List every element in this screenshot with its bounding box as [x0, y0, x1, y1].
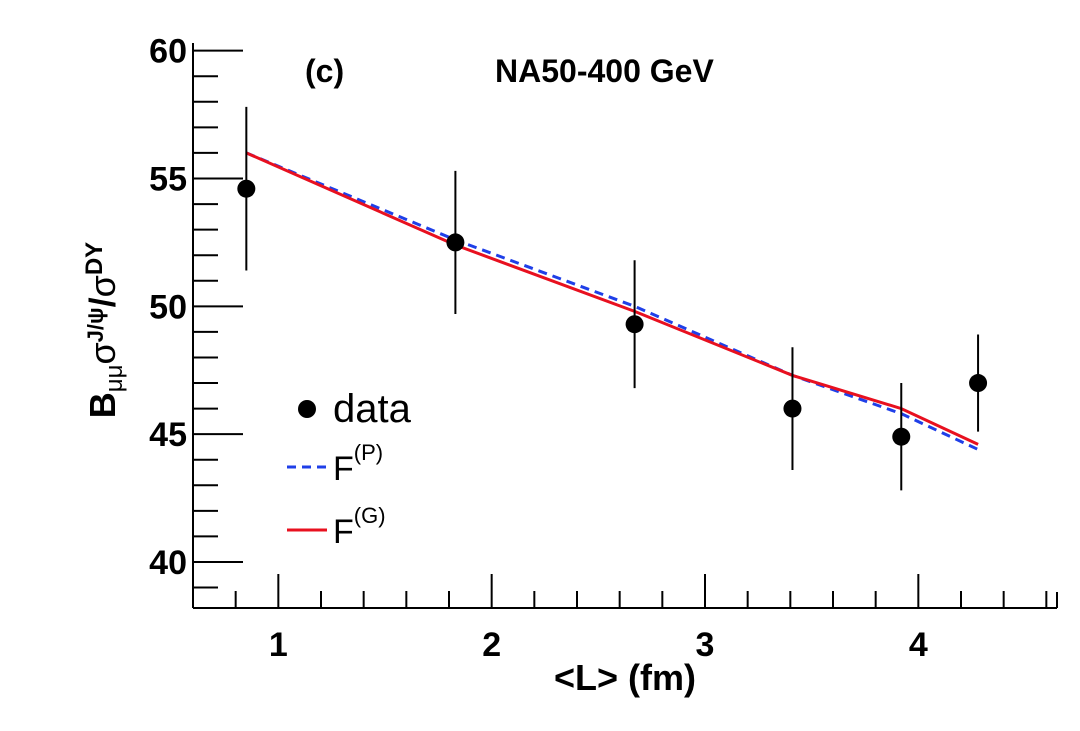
y-tick-label: 40 — [149, 544, 187, 582]
chart-title: NA50-400 GeV — [495, 53, 714, 89]
legend-fp-label: F(P) — [333, 440, 383, 488]
legend: data F(P) F(G) — [287, 387, 412, 551]
legend-fg-label: F(G) — [333, 503, 386, 551]
legend-fg-sup: (G) — [354, 503, 386, 528]
legend-fp-name: F — [333, 450, 354, 488]
data-point — [446, 233, 465, 252]
y-tick-label: 45 — [149, 416, 187, 454]
x-tick-label: 4 — [909, 626, 928, 664]
x-tick-label: 1 — [269, 626, 288, 664]
y-tick-label: 60 — [149, 33, 187, 71]
y-axis-tick-labels: 40 45 50 55 60 — [149, 33, 187, 582]
plot-frame — [192, 43, 1058, 609]
data-point — [783, 399, 802, 418]
y-title-sigma2-sup: DY — [81, 242, 108, 275]
x-axis-tick-labels: 1 2 3 4 — [269, 626, 928, 664]
fit-line-fg — [245, 151, 979, 446]
data-point — [237, 179, 256, 198]
x-tick-label: 2 — [482, 626, 501, 664]
y-title-slash: / — [82, 297, 123, 307]
y-title-sigma1-sup: J/ψ — [83, 307, 108, 342]
data-point — [625, 315, 644, 334]
fit-line-fp — [245, 151, 979, 451]
data-point — [892, 427, 911, 446]
y-axis-ticks — [193, 49, 243, 589]
y-title-sigma1: σ — [82, 342, 123, 364]
series-layer — [237, 106, 988, 491]
y-title-b-sub: μμ — [101, 365, 128, 393]
legend-data-label: data — [333, 387, 412, 431]
legend-data-marker — [298, 400, 316, 418]
y-title-sigma2: σ — [82, 275, 123, 297]
legend-fg-name: F — [333, 513, 354, 551]
legend-fp-sup: (P) — [354, 440, 383, 465]
y-tick-label: 55 — [149, 160, 187, 198]
x-axis-title: <L> (fm) — [554, 657, 696, 698]
x-tick-label: 3 — [696, 626, 715, 664]
data-point — [969, 374, 988, 393]
y-axis-title: BμμσJ/ψ/σDY — [81, 242, 128, 418]
y-tick-label: 50 — [149, 288, 187, 326]
x-axis-ticks — [192, 574, 1048, 608]
y-title-b: B — [82, 392, 123, 418]
panel-label: (c) — [305, 53, 344, 89]
